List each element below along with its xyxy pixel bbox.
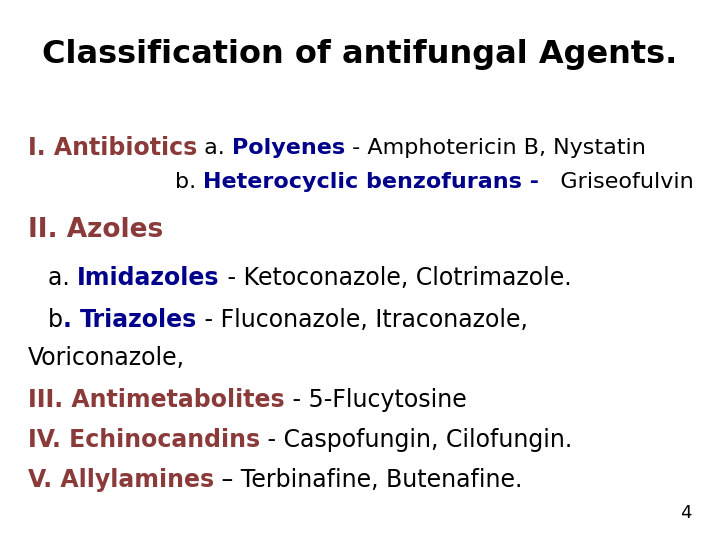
Text: V. Allylamines: V. Allylamines: [28, 468, 214, 492]
Text: I. Antibiotics: I. Antibiotics: [28, 136, 197, 160]
Text: Imidazoles: Imidazoles: [77, 266, 220, 290]
Text: .: .: [63, 308, 80, 332]
Text: - Amphotericin B, Nystatin: - Amphotericin B, Nystatin: [346, 138, 646, 158]
Text: IV. Echinocandins: IV. Echinocandins: [28, 428, 260, 452]
Text: Polyenes: Polyenes: [232, 138, 346, 158]
Text: Heterocyclic benzofurans -: Heterocyclic benzofurans -: [203, 172, 539, 192]
Text: b: b: [48, 308, 63, 332]
Text: – Terbinafine, Butenafine.: – Terbinafine, Butenafine.: [214, 468, 523, 492]
Text: b.: b.: [175, 172, 203, 192]
Text: II. Azoles: II. Azoles: [28, 217, 163, 243]
Text: Griseofulvin: Griseofulvin: [539, 172, 694, 192]
Text: 4: 4: [680, 504, 692, 522]
Text: Classification of antifungal Agents.: Classification of antifungal Agents.: [42, 39, 678, 71]
Text: Voriconazole,: Voriconazole,: [28, 346, 185, 370]
Text: III. Antimetabolites: III. Antimetabolites: [28, 388, 284, 412]
Text: - Caspofungin, Cilofungin.: - Caspofungin, Cilofungin.: [260, 428, 572, 452]
Text: - Ketoconazole, Clotrimazole.: - Ketoconazole, Clotrimazole.: [220, 266, 572, 290]
Text: - 5-Flucytosine: - 5-Flucytosine: [284, 388, 467, 412]
Text: a.: a.: [48, 266, 77, 290]
Text: - Fluconazole, Itraconazole,: - Fluconazole, Itraconazole,: [197, 308, 528, 332]
Text: Triazoles: Triazoles: [80, 308, 197, 332]
Text: a.: a.: [197, 138, 232, 158]
